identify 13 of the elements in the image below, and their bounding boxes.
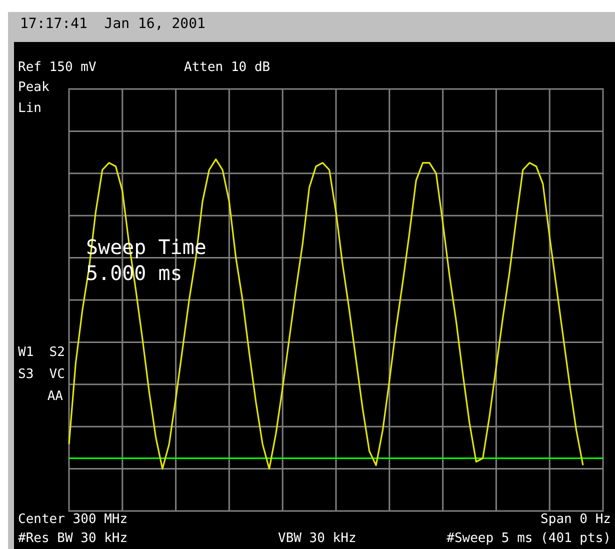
chart-title: 17:17:41 Jan 16, 2001 [20, 16, 206, 32]
text: VBW 30 kHz [278, 531, 356, 547]
text: Atten 10 dB [184, 60, 270, 76]
text: Peak [18, 80, 50, 96]
text: Center 300 MHz [18, 512, 128, 528]
text: Ref 150 mV [18, 60, 96, 76]
text: #Res BW 30 kHz [18, 531, 128, 547]
text: AA [47, 389, 63, 405]
text: Span 0 Hz [540, 512, 611, 528]
text: W1 S2 [18, 345, 65, 361]
text: #Sweep 5 ms (401 pts) [446, 531, 611, 547]
text: S3 VC [18, 367, 65, 383]
text: Lin [18, 101, 42, 117]
